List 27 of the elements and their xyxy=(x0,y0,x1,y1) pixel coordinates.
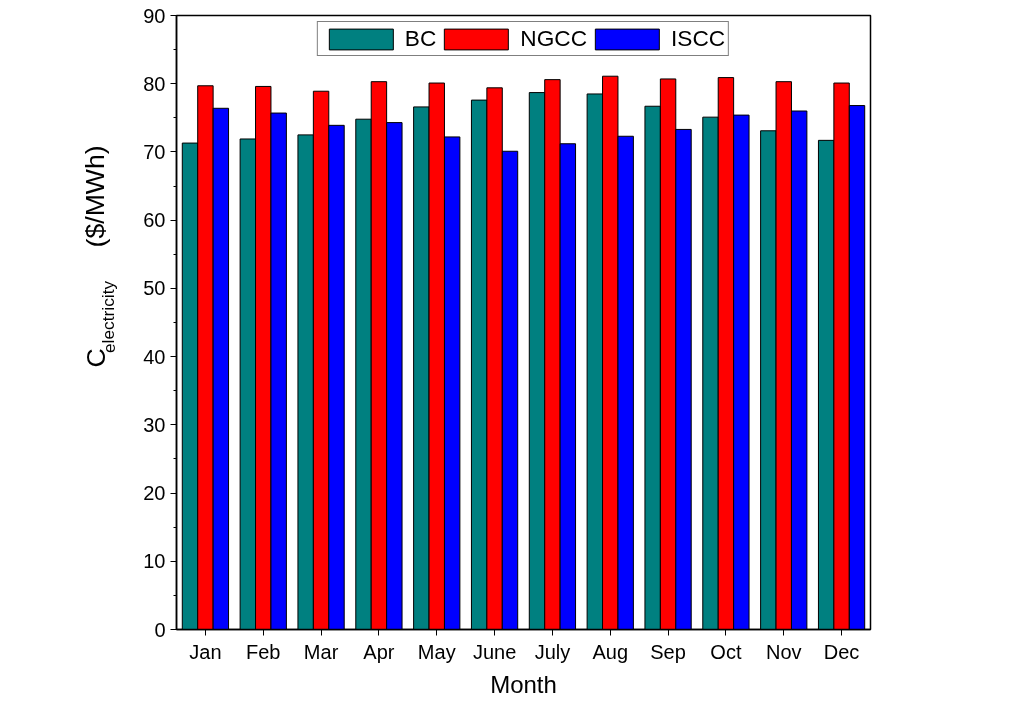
x-tick-label: Apr xyxy=(363,640,395,663)
x-tick-label: June xyxy=(472,640,517,663)
x-tick-label: July xyxy=(534,640,571,663)
x-tick-label: Mar xyxy=(303,640,339,663)
y-tick-label: 10 xyxy=(143,550,166,573)
legend-label: NGCC xyxy=(520,25,588,52)
x-tick-label: Feb xyxy=(246,640,281,663)
x-axis-title: Month xyxy=(490,670,557,698)
x-tick-label: May xyxy=(417,640,456,663)
y-tick-label: 30 xyxy=(143,413,166,436)
y-tick-label: 50 xyxy=(143,277,166,300)
legend-label: BC xyxy=(404,25,437,52)
x-tick-label: Jan xyxy=(189,640,222,663)
y-tick-label: 0 xyxy=(154,618,166,641)
y-tick-label: 90 xyxy=(143,4,166,27)
legend-label: ISCC xyxy=(671,25,726,52)
x-tick-label: Dec xyxy=(823,640,860,663)
x-tick-label: Oct xyxy=(710,640,742,663)
y-tick-label: 40 xyxy=(143,345,166,368)
y-tick-label: 80 xyxy=(143,72,166,95)
text: Celectricity ($/MWh) xyxy=(80,145,119,368)
x-tick-label: Aug xyxy=(592,640,629,663)
y-tick-label: 60 xyxy=(143,209,166,232)
y-tick-label: 20 xyxy=(143,482,166,505)
x-tick-label: Nov xyxy=(765,640,802,663)
y-tick-label: 70 xyxy=(143,140,166,163)
x-tick-label: Sep xyxy=(650,640,686,663)
